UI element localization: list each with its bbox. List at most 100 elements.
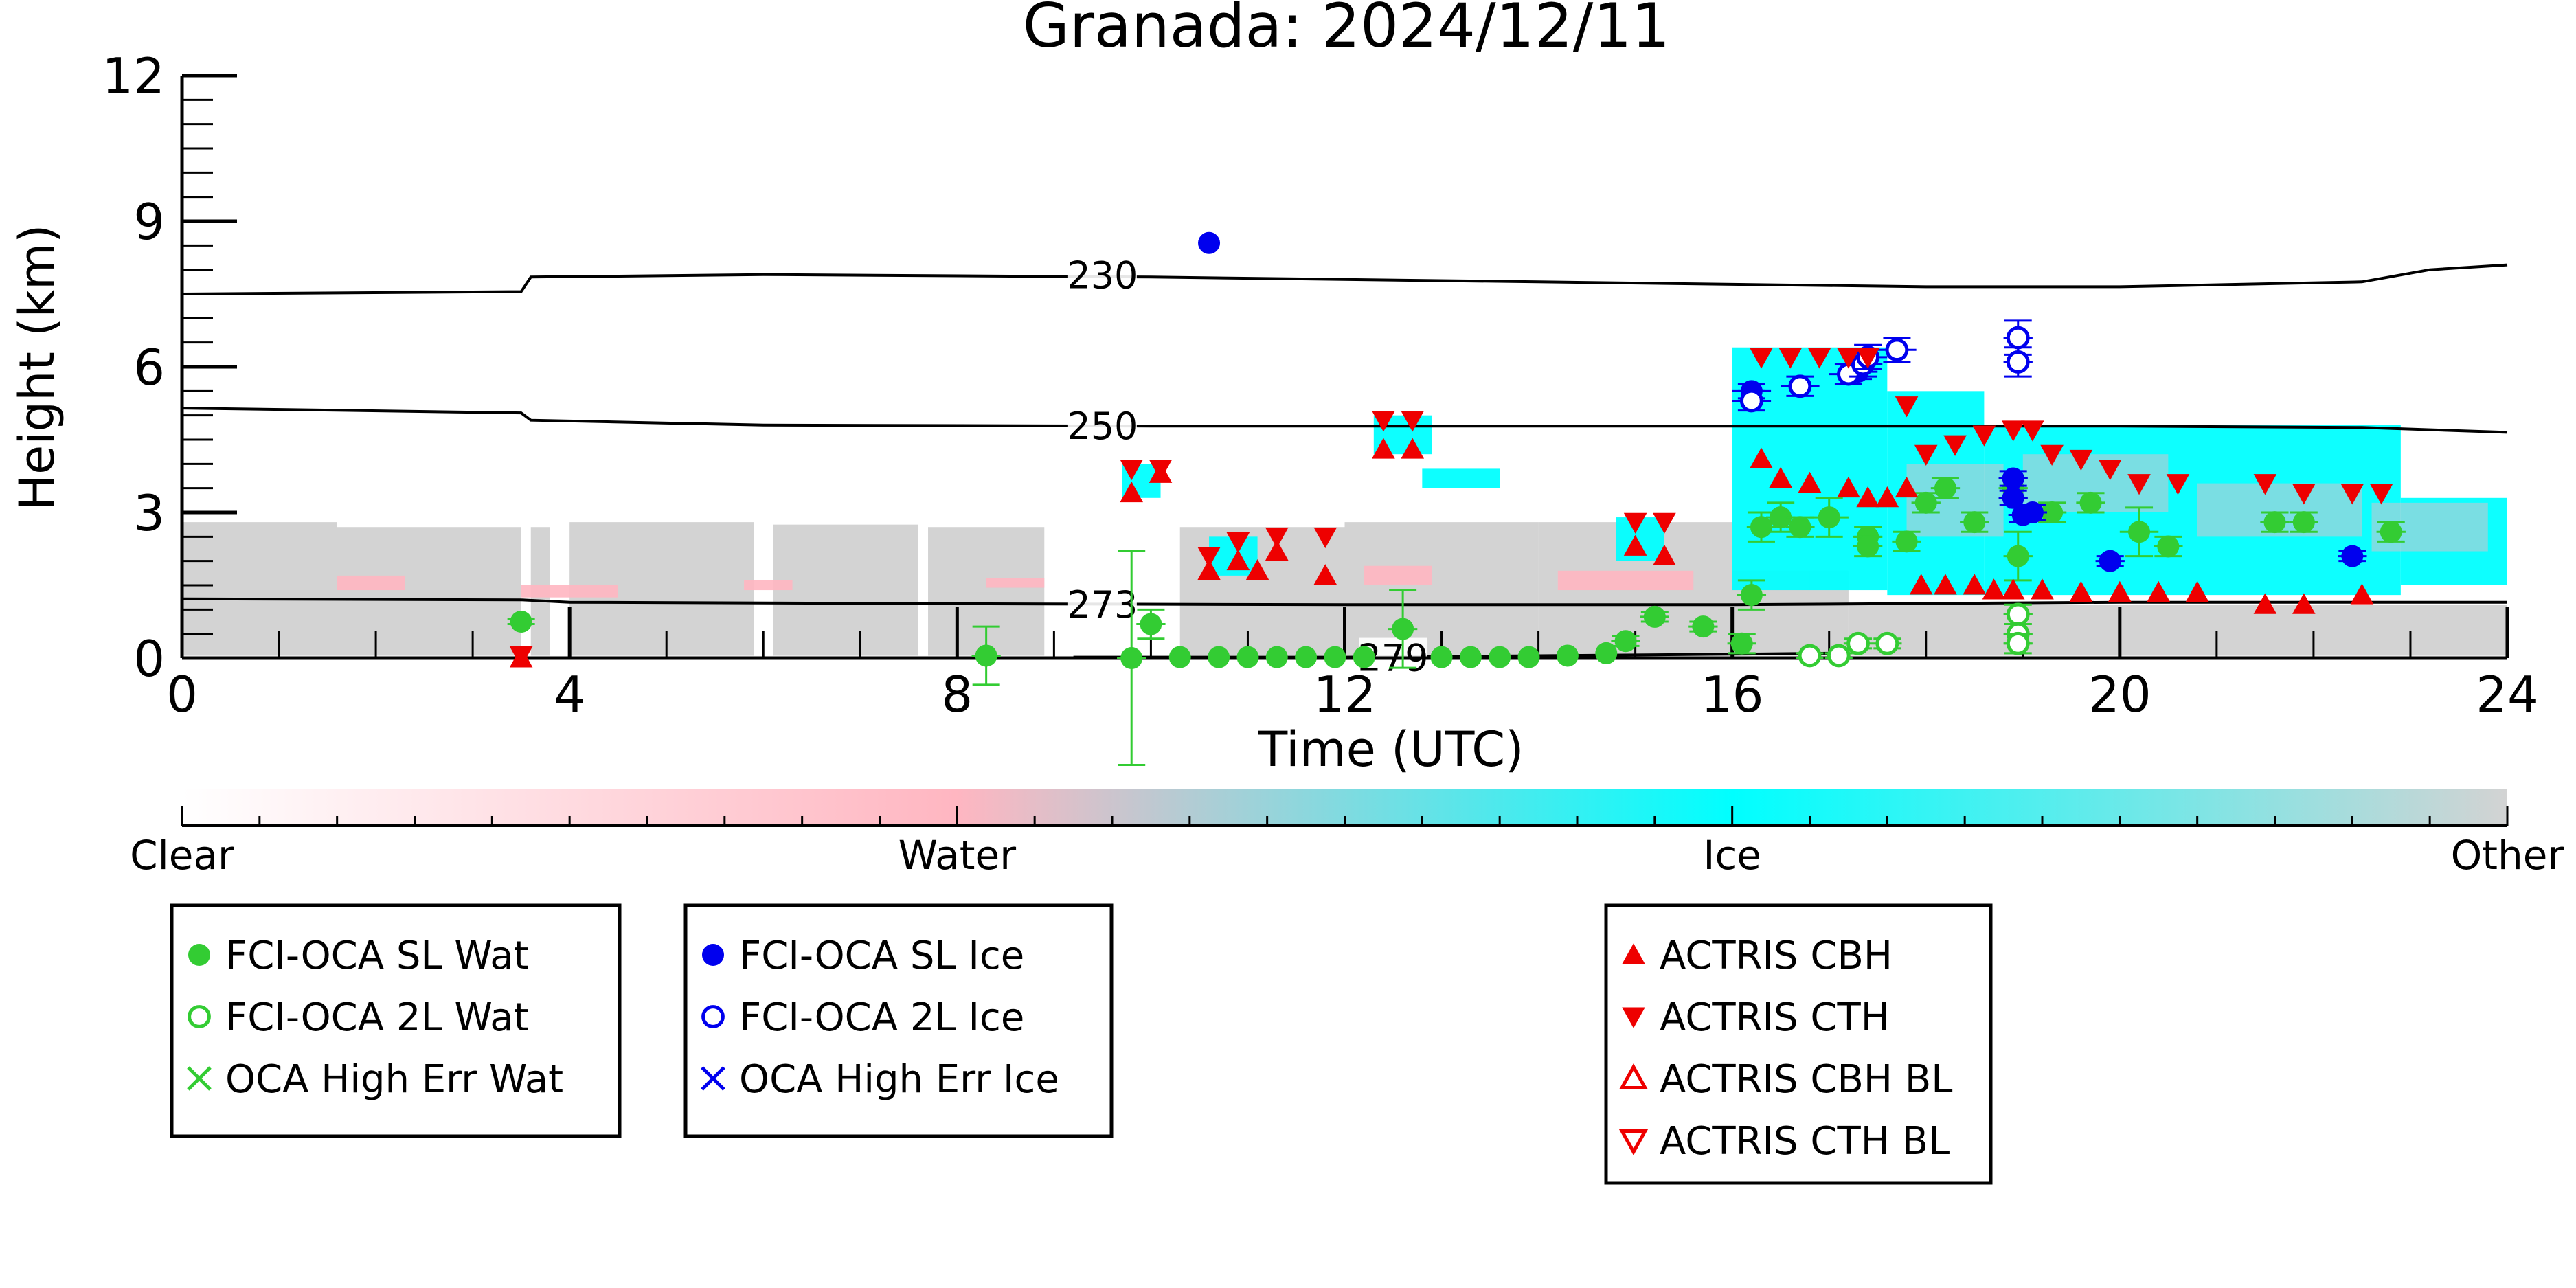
data-point (1750, 348, 1773, 369)
data-point (2292, 484, 2316, 505)
data-point (2079, 491, 2102, 514)
data-point (2006, 350, 2030, 374)
data-point (2108, 580, 2132, 602)
data-point (2069, 449, 2093, 471)
x-tick-label: 24 (2476, 666, 2539, 723)
other-region (1179, 527, 1345, 656)
legend-box (170, 903, 622, 1138)
isotherm-line (181, 597, 2507, 607)
x-tick-label: 16 (1701, 666, 1764, 723)
data-point (1856, 348, 1879, 369)
data-point (2263, 511, 2286, 534)
colorbar: Clear Water Ice Other (130, 789, 2564, 879)
legend-marker (701, 1066, 725, 1091)
data-point (1963, 511, 1986, 534)
data-point (2166, 474, 2190, 495)
data-point (1770, 506, 1792, 529)
legend-box (683, 903, 1114, 1138)
legend-marker (188, 1005, 211, 1028)
series-fci-oca-2l-wat (1796, 602, 2033, 668)
water-region (521, 585, 618, 598)
data-point (1595, 642, 1618, 664)
data-point (1963, 574, 1987, 595)
data-point (1265, 527, 1289, 549)
data-point (1324, 646, 1346, 668)
data-point (1692, 615, 1715, 638)
data-point (1140, 613, 1162, 635)
data-point (1430, 646, 1453, 668)
x-tick-label: 20 (2088, 666, 2151, 723)
data-point (1392, 618, 1414, 640)
data-point (1556, 644, 1579, 667)
water-region (337, 575, 405, 591)
isotherm-label: 230 (1067, 254, 1138, 297)
series-actris-cth (509, 348, 2393, 668)
data-point (2253, 474, 2277, 495)
legend-marker (1618, 1063, 1649, 1089)
data-point (1798, 471, 1822, 493)
data-point (1208, 646, 1230, 668)
y-tick-label: 9 (133, 193, 165, 251)
data-point (1778, 348, 1803, 369)
data-point (1372, 411, 1395, 432)
other-region (337, 527, 521, 656)
data-point (2007, 545, 2029, 567)
data-point (2253, 593, 2277, 614)
data-point (1313, 564, 1337, 585)
data-point (2001, 578, 2025, 600)
data-point (1372, 438, 1395, 459)
data-point (1875, 631, 1899, 655)
legends: FCI-OCA SL Wat FCI-OCA 2L Wat OCA High Err… (170, 903, 1993, 1185)
data-point (1149, 459, 1173, 481)
water-region (986, 578, 1045, 588)
data-point (2128, 521, 2151, 543)
data-point (1857, 535, 1879, 558)
data-point (1769, 466, 1792, 488)
data-point (1653, 512, 1676, 534)
isotherm-label: 273 (1067, 583, 1138, 626)
data-point (2021, 420, 2044, 442)
data-point (2380, 521, 2402, 543)
data-point (1236, 646, 1259, 668)
data-point (1750, 516, 1772, 539)
legend-label: FCI-OCA SL Ice (739, 934, 1024, 978)
data-point (1750, 447, 1773, 468)
legend-label: ACTRIS CTH (1660, 995, 1890, 1040)
series-actris-cbh (509, 438, 2374, 668)
data-point (1197, 547, 1221, 568)
colorbar-label: Water (899, 832, 1017, 879)
ice-region (2400, 497, 2507, 585)
water-region (1364, 565, 1432, 585)
data-point (2292, 511, 2315, 534)
legend-box (1604, 903, 1993, 1185)
data-point (509, 646, 533, 668)
chart-title: Granada: 2024/12/11 (1023, 0, 1671, 61)
data-point (1265, 539, 1289, 561)
data-point (1623, 534, 1647, 556)
isotherm-label-bg (1067, 255, 1137, 293)
data-point (2292, 593, 2316, 614)
data-point (2002, 467, 2024, 490)
data-point (1885, 338, 1909, 362)
y-tick-label: 6 (133, 339, 165, 396)
y-tick-label: 0 (133, 630, 165, 688)
data-point (2369, 484, 2393, 505)
data-point (1198, 231, 1221, 254)
legend-marker (702, 944, 724, 966)
y-tick-label: 12 (102, 47, 165, 105)
data-point (1807, 348, 1831, 369)
water-region (1557, 570, 1694, 591)
data-point (1226, 549, 1250, 571)
legend-marker (1622, 1007, 1645, 1028)
data-point (2021, 501, 2044, 523)
data-point (1982, 578, 2006, 600)
data-point (2069, 580, 2093, 602)
data-point (1295, 646, 1318, 668)
legend-marker (1618, 1129, 1649, 1155)
data-point (2147, 580, 2171, 602)
data-point (1914, 444, 1938, 466)
data-point (1489, 646, 1511, 668)
x-tick-label: 0 (166, 666, 198, 723)
data-point (1827, 644, 1851, 668)
y-tick-label: 3 (133, 484, 165, 542)
